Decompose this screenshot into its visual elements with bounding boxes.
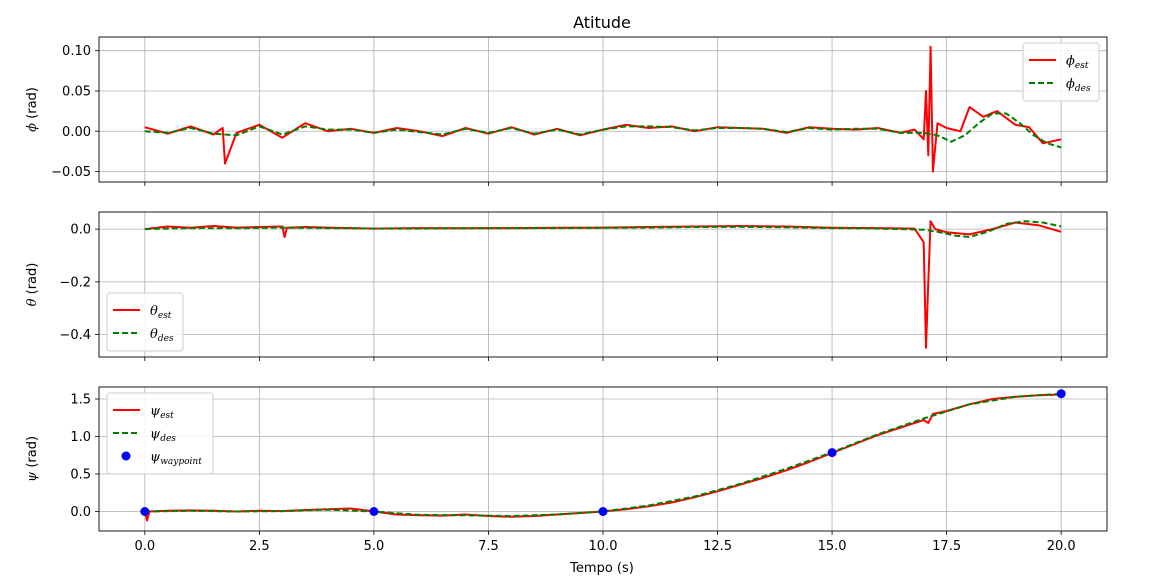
x-tick-label: 0.0 — [134, 539, 155, 554]
series-ϕ-des-line — [144, 112, 1062, 149]
legend-box — [106, 392, 214, 475]
y-tick-label: −0.4 — [59, 328, 91, 343]
legend-label-symbol: ϕ — [1066, 54, 1075, 69]
legend-item: ϕdes — [1029, 77, 1091, 94]
y-axis-label-symbol: ψ — [25, 471, 40, 482]
y-axis-label-symbol: ϕ — [25, 123, 40, 132]
legend-label-subscript: des — [1075, 84, 1091, 94]
legend-label: θdes — [150, 327, 174, 344]
legend-box — [1022, 42, 1100, 102]
chart-title: Atitude — [573, 13, 631, 32]
subplot-3: 0.0 2.5 5.0 7.5 10.0 12.5 15.0 17.5 20.0 0.0 0.5 1.… — [25, 386, 1108, 554]
y-tick-label: 1.5 — [70, 393, 91, 408]
y-tick-label: 1.0 — [70, 430, 91, 445]
y-tick-label: 0.10 — [62, 44, 91, 59]
waypoint-marker — [369, 507, 379, 516]
x-tick-label: 20.0 — [1047, 539, 1076, 554]
data-area — [140, 389, 1066, 522]
y-axis-label: θ (rad) — [25, 263, 40, 307]
x-tick-label: 10.0 — [589, 539, 618, 554]
x-axis-label: Tempo (s) — [569, 561, 634, 576]
x-tick-label: 15.0 — [818, 539, 847, 554]
legend-label: ϕest — [1066, 54, 1089, 71]
legend-label-subscript: est — [1075, 61, 1089, 71]
legend-label: ψdes — [150, 427, 176, 444]
x-tick-label: 7.5 — [478, 539, 499, 554]
legend-item: θdes — [113, 327, 174, 344]
legend-label-subscript: est — [158, 311, 172, 321]
y-axis-label-unit: (rad) — [25, 436, 40, 472]
y-axis-label-unit: (rad) — [25, 263, 40, 299]
data-area — [144, 45, 1062, 173]
y-tick-label: 0.00 — [62, 125, 91, 140]
y-tick-label: 0.05 — [62, 84, 91, 99]
legend-label-symbol: ϕ — [1066, 77, 1075, 92]
series-ψ-des-line — [144, 392, 1062, 517]
waypoint-marker — [598, 507, 608, 516]
y-axis-label: ϕ (rad) — [25, 87, 40, 132]
legend-marker — [121, 451, 131, 461]
waypoint-marker — [140, 507, 150, 516]
x-tick-label: 2.5 — [249, 539, 270, 554]
legend-item: ψest — [113, 404, 174, 421]
waypoint-marker — [1056, 389, 1066, 399]
legend-label: θest — [150, 304, 172, 321]
legend-label-symbol: ψ — [150, 404, 161, 419]
y-tick-label: −0.2 — [59, 275, 91, 290]
legend-item: ψwaypoint — [121, 450, 202, 467]
legend-box — [106, 292, 184, 352]
x-tick-label: 5.0 — [364, 539, 385, 554]
legend-label: ψest — [150, 404, 174, 421]
data-area — [144, 220, 1062, 349]
legend-label-symbol: θ — [150, 327, 158, 342]
legend-label: ϕdes — [1066, 77, 1091, 94]
legend-label-subscript: des — [158, 334, 174, 344]
legend-label-subscript: est — [160, 411, 174, 421]
legend-item: θest — [113, 304, 172, 321]
x-tick-label: 17.5 — [932, 539, 961, 554]
legend-label-symbol: ψ — [150, 450, 161, 465]
x-tick-label: 12.5 — [703, 539, 732, 554]
legend-label: ψwaypoint — [150, 450, 202, 467]
y-axis-label: ψ (rad) — [25, 436, 40, 482]
legend-label-subscript: des — [160, 434, 176, 444]
legend-item: ϕest — [1029, 54, 1089, 71]
y-tick-label: 0.5 — [70, 468, 91, 483]
axes-root: −0.050.000.050.10ϕ (rad)ϕestϕdes−0.4−0.2… — [25, 36, 1108, 554]
y-axis-label-symbol: θ — [25, 298, 40, 306]
legend-label-symbol: ψ — [150, 427, 161, 442]
y-axis-label-unit: (rad) — [25, 87, 40, 123]
series-θ-des-line — [144, 220, 1062, 238]
legend-label-symbol: θ — [150, 304, 158, 319]
legend-label-subscript: waypoint — [160, 457, 202, 467]
y-tick-label: 0.0 — [70, 223, 91, 238]
legend-item: ψdes — [113, 427, 176, 444]
y-tick-label: −0.05 — [51, 165, 91, 180]
y-tick-label: 0.0 — [70, 505, 91, 520]
waypoint-marker — [827, 448, 837, 458]
